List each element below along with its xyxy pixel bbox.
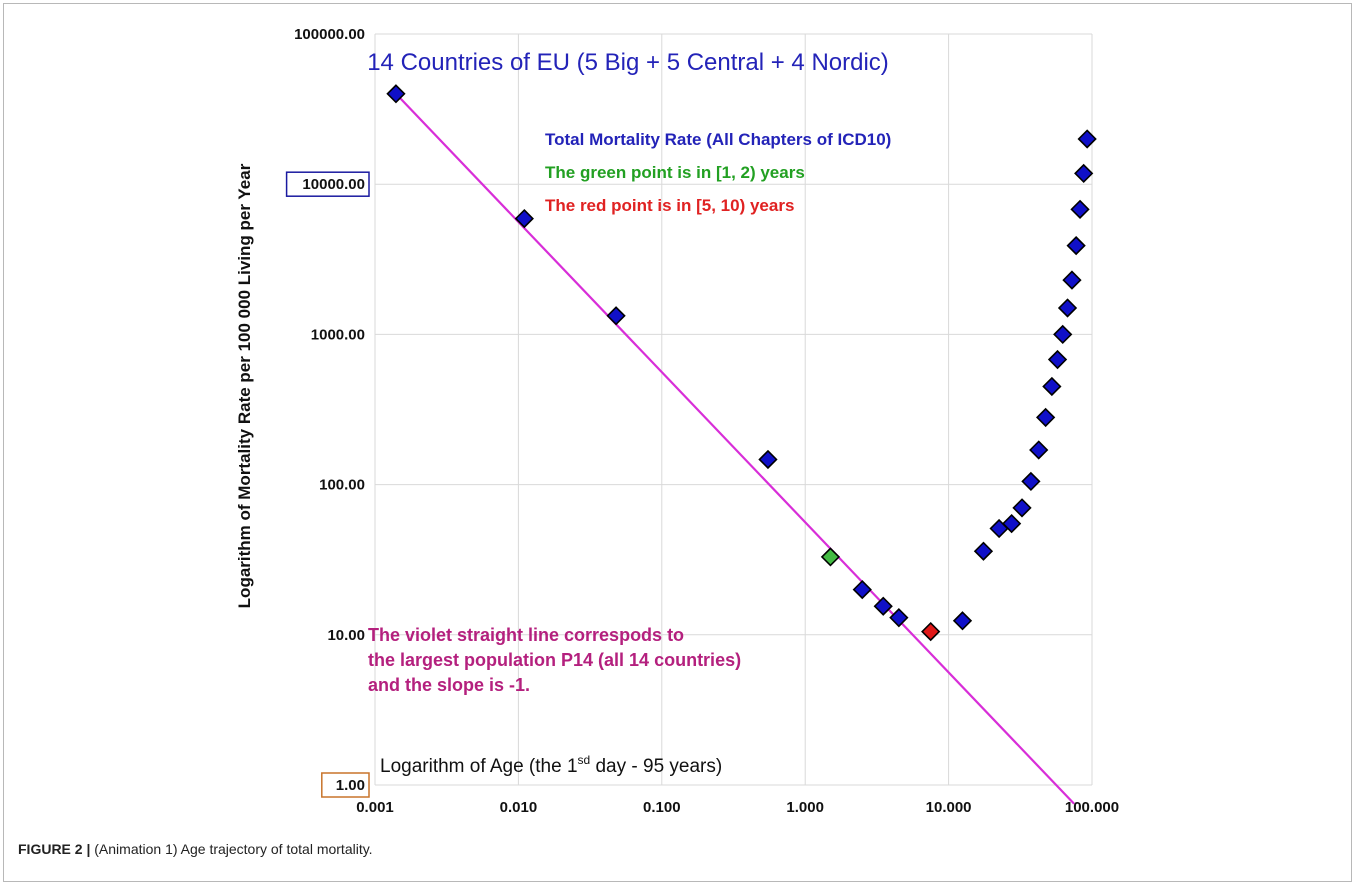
grid-lines: [374, 33, 1093, 786]
legend-entry: The green point is in [1, 2) years: [545, 163, 805, 182]
x-tick-label: 0.010: [500, 799, 538, 816]
data-point-blue: [758, 449, 778, 470]
data-point-blue: [873, 596, 893, 616]
y-axis-label: Logarithm of Mortality Rate per 100 000 …: [235, 163, 254, 608]
data-point-blue: [952, 611, 973, 631]
chart-title: 14 Countries of EU (5 Big + 5 Central + …: [367, 49, 889, 76]
data-point-blue: [1042, 376, 1062, 397]
y-tick-label: 1.00: [336, 777, 365, 794]
fit-line-layer: [395, 93, 1075, 805]
data-point-green: [820, 547, 841, 567]
axis-tick-labels: 0.001 0.010 0.100 1.000 10.000 100.000 1.00 10.…: [285, 26, 1119, 816]
x-tick-label: 0.100: [643, 799, 681, 816]
data-point-blue: [1077, 129, 1097, 149]
figure-caption: FIGURE 2 | (Animation 1) Age trajectory …: [18, 841, 373, 857]
annotation-text: The violet straight line correspods to th…: [368, 625, 741, 695]
y-tick-highlight-box: [321, 772, 370, 798]
data-point-blue: [889, 608, 909, 628]
x-tick-label: 10.000: [926, 799, 972, 816]
fit-line-slope-minus-1: [395, 93, 1075, 805]
data-point-blue: [386, 84, 406, 104]
data-point-blue: [514, 208, 534, 229]
figure-caption-text: (Animation 1) Age trajectory of total mo…: [94, 841, 373, 857]
data-point-blue: [1057, 298, 1078, 318]
data-point-red: [921, 621, 941, 642]
data-point-blue: [1047, 349, 1068, 370]
annotation-line: and the slope is -1.: [368, 675, 530, 695]
mortality-chart: 0.001 0.010 0.100 1.000 10.000 100.000 1.00 10.…: [235, 26, 1119, 816]
data-point-blue: [1001, 513, 1022, 534]
x-axis-label-sup: sd: [578, 753, 591, 767]
data-point-blue: [1029, 440, 1049, 460]
x-axis-label-main: Logarithm of Age (the 1: [380, 756, 578, 777]
x-tick-label: 0.001: [356, 799, 394, 816]
y-tick-label: 100.00: [319, 477, 365, 494]
data-point-blue: [1074, 163, 1094, 184]
y-tick-label: 10000.00: [302, 176, 365, 193]
legend-entry: Total Mortality Rate (All Chapters of IC…: [545, 130, 891, 149]
data-point-blue: [606, 306, 626, 326]
data-point-blue: [1012, 498, 1032, 518]
x-tick-label: 1.000: [786, 799, 824, 816]
data-point-blue: [1066, 235, 1086, 256]
data-point-blue: [1036, 407, 1056, 428]
x-axis-label-rest: day - 95 years): [590, 756, 722, 777]
y-tick-highlight-box: [285, 171, 370, 197]
x-axis-label: Logarithm of Age (the 1sd day - 95 years…: [380, 753, 722, 777]
legend-entry: The red point is in [5, 10) years: [545, 196, 794, 215]
y-tick-label: 10.00: [327, 627, 365, 644]
x-tick-label: 100.000: [1065, 799, 1119, 816]
figure-frame: [3, 3, 1352, 882]
data-point-blue: [852, 579, 872, 600]
y-tick-label: 100000.00: [294, 26, 365, 43]
data-point-blue: [1021, 471, 1041, 492]
y-tick-label: 1000.00: [311, 326, 365, 343]
data-point-blue: [1062, 270, 1082, 290]
annotation-line: the largest population P14 (all 14 count…: [368, 650, 741, 670]
annotation-line: The violet straight line correspods to: [368, 625, 684, 645]
data-points: [386, 84, 1097, 642]
data-point-blue: [1070, 199, 1090, 219]
figure-label: FIGURE 2 |: [18, 841, 91, 857]
legend: Total Mortality Rate (All Chapters of IC…: [545, 130, 891, 215]
data-point-blue: [973, 541, 994, 561]
data-point-blue: [1053, 324, 1073, 345]
